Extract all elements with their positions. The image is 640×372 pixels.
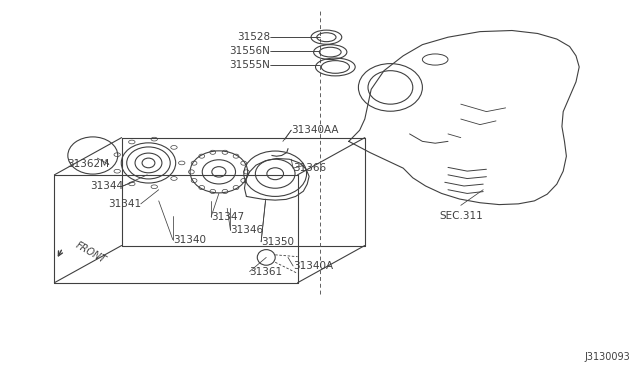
Text: 31555N: 31555N	[229, 61, 270, 70]
Text: J3130093: J3130093	[585, 352, 630, 362]
Text: 31361: 31361	[250, 267, 283, 276]
Text: FRONT: FRONT	[74, 240, 108, 266]
Text: 31340AA: 31340AA	[291, 125, 339, 135]
Text: 31556N: 31556N	[229, 46, 270, 56]
Text: 31340A: 31340A	[293, 261, 333, 271]
Text: 31346: 31346	[230, 225, 264, 235]
Text: 31341: 31341	[108, 199, 141, 209]
Text: 31350: 31350	[261, 237, 294, 247]
Text: 31340: 31340	[173, 235, 206, 244]
Text: 31362M: 31362M	[67, 160, 109, 169]
Text: 31344: 31344	[90, 181, 123, 191]
Text: 31347: 31347	[211, 212, 244, 221]
Text: SEC.311: SEC.311	[439, 211, 483, 221]
Text: 31528: 31528	[237, 32, 270, 42]
Text: 31366: 31366	[293, 163, 326, 173]
